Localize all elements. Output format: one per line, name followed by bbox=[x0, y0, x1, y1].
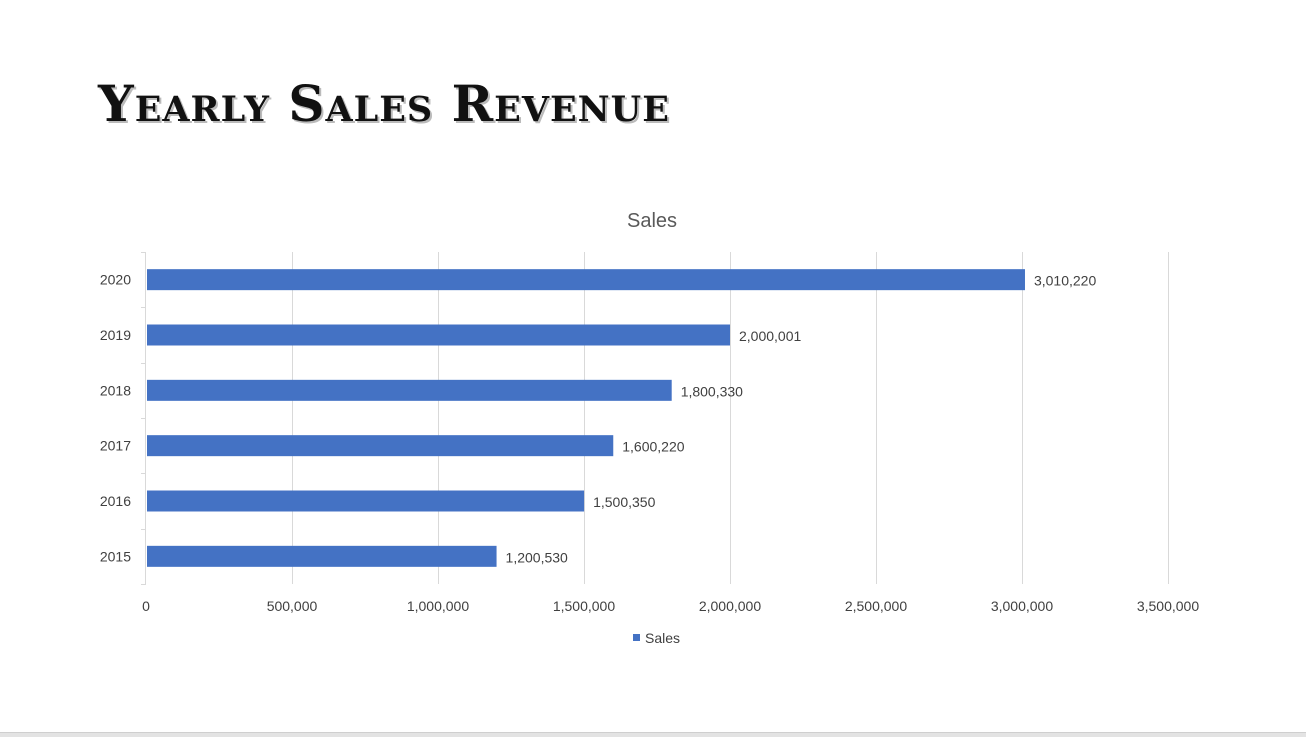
data-label: 1,200,530 bbox=[506, 549, 568, 565]
window-bottom-edge bbox=[0, 732, 1306, 737]
data-label: 2,000,001 bbox=[739, 328, 801, 344]
bar-2019 bbox=[147, 324, 731, 346]
x-tick-label: 3,500,000 bbox=[1137, 598, 1199, 614]
x-tick-label: 1,500,000 bbox=[553, 598, 615, 614]
x-tick-label: 2,000,000 bbox=[699, 598, 761, 614]
bar-2020 bbox=[147, 269, 1025, 291]
y-category-label: 2015 bbox=[100, 548, 131, 564]
legend-swatch bbox=[633, 634, 640, 641]
y-category-label: 2019 bbox=[100, 327, 131, 343]
data-label: 1,800,330 bbox=[681, 383, 743, 399]
legend-label: Sales bbox=[645, 630, 680, 646]
page-title: Yearly Sales Revenue bbox=[98, 74, 670, 133]
bar-2018 bbox=[147, 379, 672, 401]
data-label: 3,010,220 bbox=[1034, 273, 1096, 289]
y-category-label: 2018 bbox=[100, 382, 131, 398]
x-tick-label: 1,000,000 bbox=[407, 598, 469, 614]
x-tick-label: 500,000 bbox=[267, 598, 318, 614]
chart-title: Sales bbox=[627, 210, 677, 232]
y-category-label: 2020 bbox=[100, 272, 131, 288]
bar-2017 bbox=[147, 435, 614, 457]
x-tick-label: 0 bbox=[142, 598, 150, 614]
x-tick-label: 3,000,000 bbox=[991, 598, 1053, 614]
bar-2016 bbox=[147, 490, 585, 512]
x-tick-label: 2,500,000 bbox=[845, 598, 907, 614]
bar-2015 bbox=[147, 545, 497, 567]
y-category-label: 2016 bbox=[100, 493, 131, 509]
data-label: 1,500,350 bbox=[593, 494, 655, 510]
data-label: 1,600,220 bbox=[622, 439, 684, 455]
y-category-label: 2017 bbox=[100, 438, 131, 454]
